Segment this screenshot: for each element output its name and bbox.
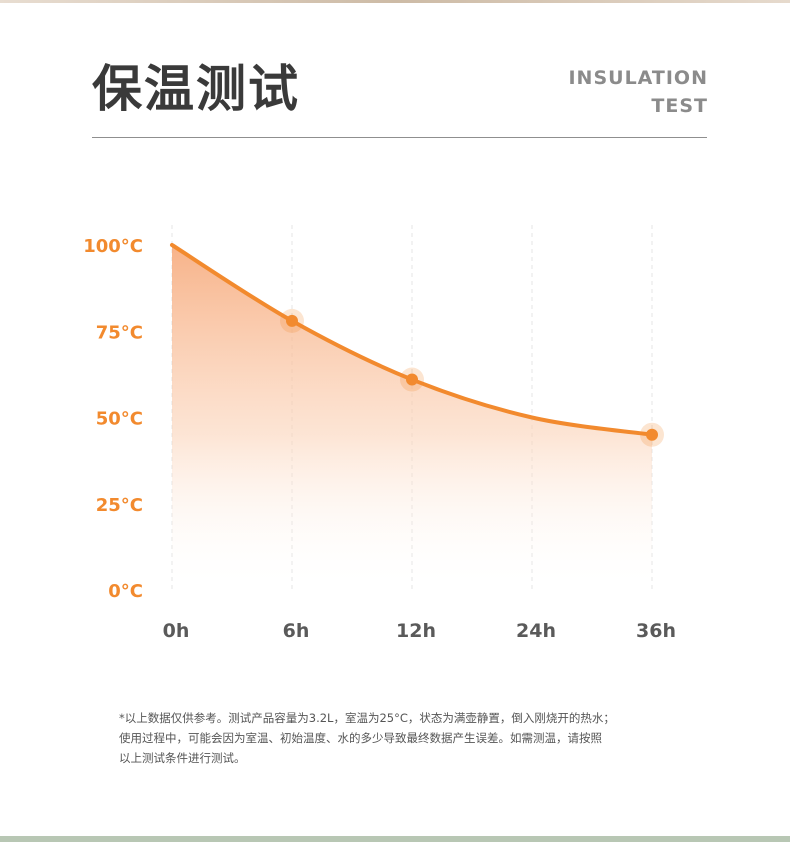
- title-divider: [92, 137, 707, 138]
- y-tick-label-0: 100°C: [83, 236, 143, 257]
- series-area: [172, 245, 652, 590]
- x-tick-label-4: 36h: [636, 620, 676, 642]
- y-tick-label-4: 0°C: [108, 581, 143, 602]
- note-line-2: 使用过程中，可能会因为室温、初始温度、水的多少导致最终数据产生误差。如需测温，请…: [119, 731, 602, 745]
- y-tick-label-3: 25°C: [96, 495, 143, 516]
- series-markers: [280, 308, 664, 447]
- note-line-1: *以上数据仅供参考。测试产品容量为3.2L，室温为25°C，状态为满壶静置，倒入…: [119, 711, 615, 725]
- x-tick-label-3: 24h: [516, 620, 556, 642]
- data-point-6h: [286, 314, 298, 327]
- disclaimer-note: *以上数据仅供参考。测试产品容量为3.2L，室温为25°C，状态为满壶静置，倒入…: [119, 708, 679, 768]
- subtitle-line-1: INSULATION: [568, 67, 708, 89]
- x-axis-ticks: 0h 6h 12h 24h 36h: [163, 620, 676, 642]
- page-title: 保温测试: [92, 60, 300, 118]
- subtitle-line-2: TEST: [651, 95, 708, 117]
- x-tick-label-1: 6h: [283, 620, 310, 642]
- bottom-decor-band: [0, 836, 790, 842]
- x-tick-label-0: 0h: [163, 620, 190, 642]
- data-point-36h: [646, 428, 658, 441]
- y-tick-label-1: 75°C: [96, 322, 143, 343]
- x-tick-label-2: 12h: [396, 620, 436, 642]
- y-tick-label-2: 50°C: [96, 409, 143, 430]
- data-point-12h: [406, 373, 418, 386]
- page-subtitle: INSULATION TEST: [568, 64, 708, 120]
- note-line-3: 以上测试条件进行测试。: [119, 751, 246, 765]
- y-axis-ticks: 100°C 75°C 50°C 25°C 0°C: [83, 236, 143, 602]
- temperature-chart: 100°C 75°C 50°C 25°C 0°C 0h 6h 12h 24h 36h: [83, 225, 676, 642]
- top-decor-band: [0, 0, 790, 3]
